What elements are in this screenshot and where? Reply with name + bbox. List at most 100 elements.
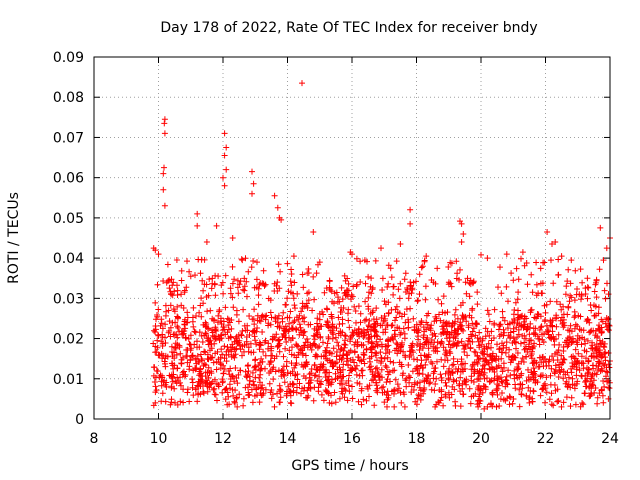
data-point [379,275,386,282]
data-point [526,331,533,338]
data-point [181,287,188,294]
data-point [493,357,499,364]
data-point [171,288,178,295]
data-point [206,276,213,283]
data-point [214,319,221,326]
data-point [568,365,574,372]
data-point [384,396,391,403]
data-point [218,331,225,338]
data-point [411,379,418,386]
y-tick-label: 0 [75,412,84,428]
data-point [265,320,272,327]
data-point [154,344,161,351]
data-point [256,317,263,324]
data-point [541,330,547,337]
data-point [290,295,297,302]
data-point [386,369,393,376]
data-point [190,323,197,330]
data-point [407,206,414,213]
data-point [355,303,362,310]
data-point [472,390,479,397]
data-point [196,344,203,351]
x-tick-labels: 8 10 12 14 16 18 20 22 24 [90,431,619,447]
data-point [310,397,317,404]
data-point [499,349,506,356]
data-point [525,343,532,350]
data-point [446,394,453,401]
data-point [174,334,181,341]
y-tick-label: 0.08 [53,90,84,106]
data-point [306,380,313,387]
x-tick-label: 14 [279,431,297,447]
data-point [159,390,166,397]
data-point [425,351,432,358]
data-point [257,342,264,349]
data-point [405,373,412,379]
data-point [194,398,201,405]
data-point [454,270,461,277]
data-point [349,329,356,336]
data-point [572,312,579,319]
data-point [515,289,522,296]
data-point [168,396,175,403]
data-point [498,374,504,381]
data-point [544,329,551,336]
data-point [336,395,343,402]
data-point [586,329,593,336]
data-point [249,369,256,376]
data-point [405,295,412,302]
data-point [338,388,345,395]
data-point [305,321,312,328]
data-point [195,359,202,365]
data-point [410,356,417,363]
data-point [604,280,610,287]
data-point [455,365,462,372]
data-point [238,256,245,263]
data-point [183,353,190,360]
data-point [347,338,354,345]
data-point [412,398,419,405]
data-point [449,362,456,369]
data-point [464,275,471,282]
data-point [337,309,344,315]
data-point [474,289,481,296]
data-point [398,329,404,336]
data-point [519,385,526,392]
data-point [361,360,368,367]
data-point [294,384,300,391]
data-point [345,306,352,313]
data-point [569,381,576,388]
data-point [270,376,277,383]
data-point [539,336,546,343]
data-point [495,382,502,389]
data-point [485,311,492,318]
data-point [516,403,523,410]
data-point [572,346,579,353]
data-point [452,402,459,409]
data-point [166,285,173,292]
data-point [365,294,372,301]
data-point [364,258,370,265]
data-point [503,373,510,380]
data-point [256,281,263,288]
data-point [369,340,376,347]
data-point [465,335,472,342]
data-point [388,274,395,281]
data-point [513,372,520,379]
data-point [572,267,579,274]
data-point [187,273,194,280]
data-point [232,365,239,371]
data-point [521,313,528,320]
data-point [474,321,480,328]
data-point [563,283,570,290]
x-tick-label: 10 [150,431,168,447]
data-point [419,371,426,378]
data-point [202,349,209,356]
data-point [443,352,450,359]
data-point [360,351,367,358]
data-point [366,355,373,362]
data-point [333,289,340,296]
data-point [219,351,226,358]
data-point [332,376,339,382]
data-point [169,349,175,355]
